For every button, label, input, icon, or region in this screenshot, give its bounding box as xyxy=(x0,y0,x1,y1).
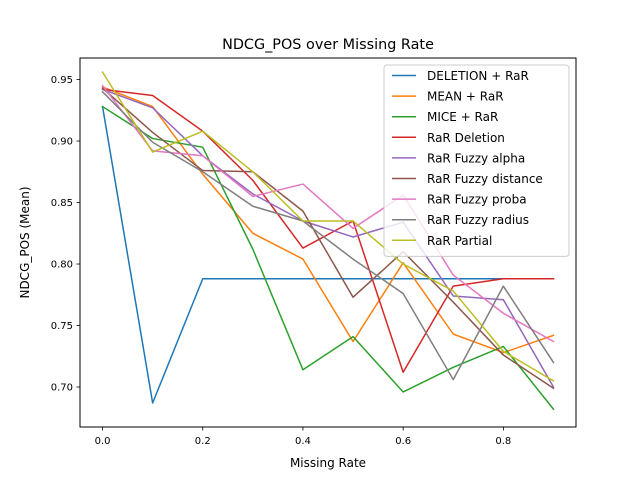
y-axis-ticks: 0.70 0.75 0.80 0.85 0.90 0.95 xyxy=(51,75,80,394)
x-tick-label: 0.2 xyxy=(195,436,211,447)
series-line-2 xyxy=(101,105,555,411)
series-line-3 xyxy=(101,88,555,374)
series-line-5 xyxy=(101,87,555,390)
legend-label-4: RaR Fuzzy alpha xyxy=(427,151,525,165)
y-axis-label: NDCG_POS (Mean) xyxy=(18,186,32,298)
y-tick-label: 0.95 xyxy=(51,75,73,86)
x-tick-label: 0.0 xyxy=(95,436,111,447)
legend-label-7: RaR Fuzzy radius xyxy=(427,213,529,227)
legend-label-2: MICE + RaR xyxy=(427,110,498,124)
y-tick-label: 0.85 xyxy=(51,198,73,209)
legend-label-1: MEAN + RaR xyxy=(427,90,504,104)
x-axis-ticks: 0.0 0.2 0.4 0.6 0.8 xyxy=(95,427,511,447)
x-tick-label: 0.4 xyxy=(295,436,311,447)
legend-label-6: RaR Fuzzy proba xyxy=(427,193,527,207)
plot-area-frame xyxy=(79,57,577,428)
y-tick-label: 0.70 xyxy=(51,383,73,394)
y-tick-label: 0.80 xyxy=(51,260,73,271)
y-tick-label: 0.90 xyxy=(51,137,73,148)
legend-label-0: DELETION + RaR xyxy=(427,69,529,83)
y-tick-label: 0.75 xyxy=(51,321,73,332)
x-tick-label: 0.8 xyxy=(495,436,511,447)
series-layer xyxy=(101,71,555,411)
series-line-4 xyxy=(101,88,555,389)
legend-frame xyxy=(383,64,570,257)
legend-label-5: RaR Fuzzy distance xyxy=(427,172,543,186)
legend-label-8: RaR Partial xyxy=(427,234,492,248)
chart-title: NDCG_POS over Missing Rate xyxy=(222,37,434,53)
series-line-7 xyxy=(101,90,555,381)
x-axis-label: Missing Rate xyxy=(290,456,366,470)
legend-label-3: RaR Deletion xyxy=(427,131,505,145)
x-tick-label: 0.6 xyxy=(395,436,411,447)
series-line-0 xyxy=(101,105,555,404)
legend: DELETION + RaR MEAN + RaR MICE + RaR RaR De… xyxy=(383,64,570,257)
series-line-8 xyxy=(101,71,555,382)
series-line-1 xyxy=(101,85,555,354)
series-line-6 xyxy=(101,84,555,343)
